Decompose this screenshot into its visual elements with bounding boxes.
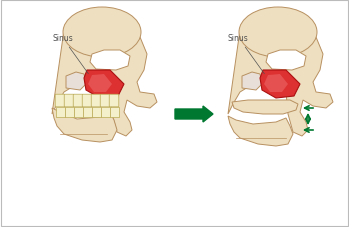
FancyBboxPatch shape — [64, 95, 74, 107]
FancyArrow shape — [175, 106, 213, 122]
FancyBboxPatch shape — [74, 108, 84, 118]
Polygon shape — [66, 73, 86, 91]
Polygon shape — [84, 71, 124, 99]
FancyBboxPatch shape — [55, 95, 65, 107]
FancyBboxPatch shape — [73, 95, 83, 107]
Ellipse shape — [63, 8, 141, 58]
FancyBboxPatch shape — [102, 108, 111, 118]
FancyBboxPatch shape — [82, 95, 92, 107]
Polygon shape — [232, 101, 298, 114]
Polygon shape — [260, 71, 300, 99]
Polygon shape — [264, 75, 288, 93]
FancyBboxPatch shape — [110, 108, 120, 118]
Polygon shape — [228, 116, 293, 146]
Polygon shape — [52, 20, 157, 136]
Polygon shape — [242, 73, 262, 91]
FancyBboxPatch shape — [92, 108, 102, 118]
Polygon shape — [266, 51, 306, 71]
Polygon shape — [52, 109, 117, 142]
Text: Sinus: Sinus — [228, 34, 265, 74]
FancyBboxPatch shape — [100, 95, 110, 107]
FancyBboxPatch shape — [57, 108, 66, 118]
Polygon shape — [90, 51, 130, 71]
FancyBboxPatch shape — [83, 108, 92, 118]
FancyBboxPatch shape — [65, 108, 75, 118]
Polygon shape — [88, 75, 112, 93]
FancyBboxPatch shape — [109, 95, 119, 107]
FancyBboxPatch shape — [91, 95, 101, 107]
Ellipse shape — [239, 8, 317, 58]
Polygon shape — [228, 20, 333, 136]
Text: Sinus: Sinus — [52, 34, 88, 74]
